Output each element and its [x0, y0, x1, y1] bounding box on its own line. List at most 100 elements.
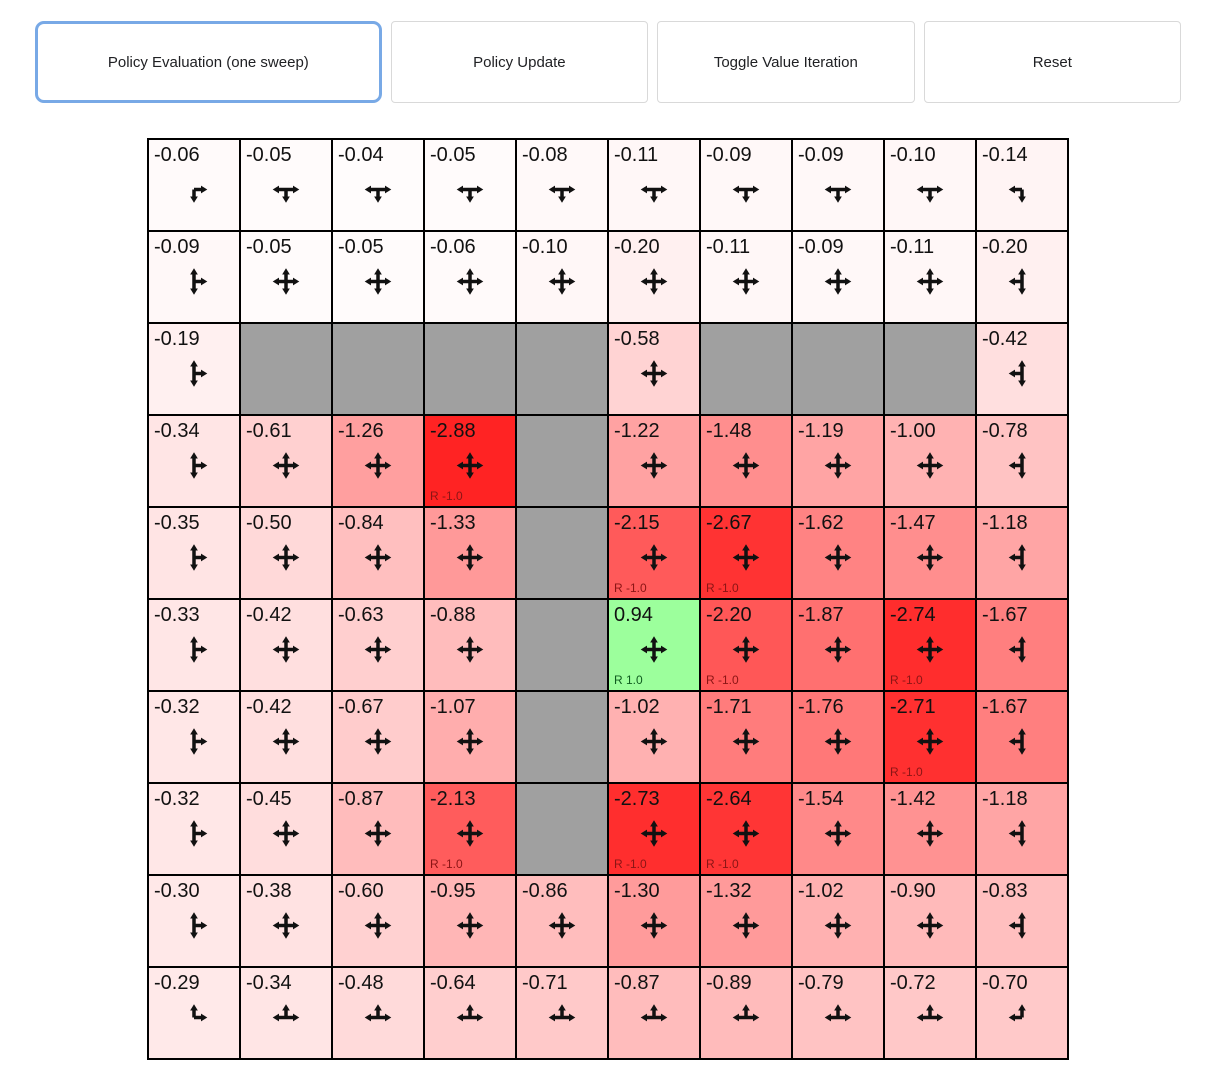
reward-label: R -1.0 [706, 673, 739, 687]
policy-arrow-icon [190, 544, 208, 571]
policy-arrows [824, 728, 852, 761]
grid-cell: -2.88 R -1.0 [424, 415, 516, 507]
policy-arrow-icon [640, 452, 668, 479]
reward-label: R -1.0 [706, 857, 739, 871]
cell-value: -0.09 [798, 236, 844, 258]
policy-arrows [180, 1004, 208, 1037]
grid-cell: -0.64 [424, 967, 516, 1059]
policy-arrow-icon [272, 544, 300, 571]
reward-label: R -1.0 [890, 765, 923, 779]
policy-arrows [272, 1004, 300, 1037]
policy-arrows [456, 912, 484, 945]
policy-arrow-icon [1008, 185, 1026, 203]
wall-cell [516, 783, 608, 875]
cell-value: -1.42 [890, 788, 936, 810]
cell-value: -0.34 [246, 972, 292, 994]
gridworld: -0.06 -0.05 -0.04 -0.05 -0.08 -0.11 -0.09 -0.09… [147, 138, 1069, 1060]
grid-cell: -0.10 [884, 139, 976, 231]
grid-cell: -0.09 [792, 231, 884, 323]
cell-value: -2.64 [706, 788, 752, 810]
wall-cell [240, 323, 332, 415]
grid-cell: -2.73 R -1.0 [608, 783, 700, 875]
grid-cell: -1.47 [884, 507, 976, 599]
cell-value: -0.10 [890, 144, 936, 166]
policy-arrows [640, 728, 668, 761]
grid-cell: -0.32 [148, 783, 240, 875]
grid-cell: -0.48 [332, 967, 424, 1059]
grid-cell: -2.64 R -1.0 [700, 783, 792, 875]
policy-arrows [732, 1004, 760, 1037]
grid-cell: -1.26 [332, 415, 424, 507]
policy-arrows [1008, 176, 1036, 209]
cell-value: -0.95 [430, 880, 476, 902]
policy-arrow-icon [916, 1004, 944, 1022]
button-policy-evaluation-one-sweep[interactable]: Policy Evaluation (one sweep) [35, 21, 382, 103]
policy-arrow-icon [1008, 544, 1026, 571]
policy-arrows [1008, 360, 1036, 393]
wall-cell [792, 323, 884, 415]
policy-arrows [272, 636, 300, 669]
grid-cell: -0.86 [516, 875, 608, 967]
grid-cell: -2.20 R -1.0 [700, 599, 792, 691]
policy-arrows [180, 728, 208, 761]
policy-arrows [180, 636, 208, 669]
cell-value: -1.32 [706, 880, 752, 902]
wall-cell [884, 323, 976, 415]
cell-value: -0.20 [614, 236, 660, 258]
policy-arrows [640, 452, 668, 485]
cell-value: -1.54 [798, 788, 844, 810]
policy-arrow-icon [364, 185, 392, 203]
cell-value: -0.42 [246, 696, 292, 718]
policy-arrows [364, 912, 392, 945]
cell-value: -0.19 [154, 328, 200, 350]
grid-cell: -1.22 [608, 415, 700, 507]
policy-arrow-icon [824, 912, 852, 939]
cell-value: -0.29 [154, 972, 200, 994]
policy-arrow-icon [732, 185, 760, 203]
button-toggle-value-iteration[interactable]: Toggle Value Iteration [657, 21, 915, 103]
grid-cell: -1.76 [792, 691, 884, 783]
grid-cell: -0.45 [240, 783, 332, 875]
cell-value: -1.02 [798, 880, 844, 902]
policy-arrow-icon [272, 452, 300, 479]
policy-arrows [456, 268, 484, 301]
policy-arrows [364, 1004, 392, 1037]
grid-cell: -1.62 [792, 507, 884, 599]
cell-value: -0.09 [706, 144, 752, 166]
policy-arrows [180, 544, 208, 577]
policy-arrows [916, 452, 944, 485]
policy-arrows [272, 268, 300, 301]
cell-value: -0.87 [614, 972, 660, 994]
cell-value: -1.47 [890, 512, 936, 534]
policy-arrow-icon [364, 728, 392, 755]
cell-value: -0.04 [338, 144, 384, 166]
button-policy-update[interactable]: Policy Update [390, 21, 649, 103]
grid-cell: -0.90 [884, 875, 976, 967]
policy-arrows [1008, 544, 1036, 577]
wall-cell [424, 323, 516, 415]
grid-cell: -0.14 [976, 139, 1068, 231]
grid-cell: -0.09 [792, 139, 884, 231]
policy-arrow-icon [364, 1004, 392, 1022]
policy-arrows [456, 452, 484, 485]
policy-arrow-icon [824, 185, 852, 203]
button-reset[interactable]: Reset [923, 21, 1182, 103]
cell-value: -0.11 [890, 236, 935, 258]
policy-arrow-icon [272, 728, 300, 755]
cell-value: -2.67 [706, 512, 752, 534]
policy-arrows [916, 728, 944, 761]
cell-value: -1.62 [798, 512, 844, 534]
grid-cell: -0.09 [700, 139, 792, 231]
cell-value: -0.11 [706, 236, 751, 258]
policy-arrow-icon [640, 912, 668, 939]
policy-arrows [824, 176, 852, 209]
grid-cell: -0.61 [240, 415, 332, 507]
policy-arrows [640, 176, 668, 209]
grid-cell: -0.42 [240, 599, 332, 691]
policy-arrow-icon [364, 268, 392, 295]
grid-cell: -0.34 [148, 415, 240, 507]
policy-arrows [272, 176, 300, 209]
policy-arrow-icon [456, 544, 484, 571]
policy-arrow-icon [190, 452, 208, 479]
policy-arrow-icon [824, 268, 852, 295]
